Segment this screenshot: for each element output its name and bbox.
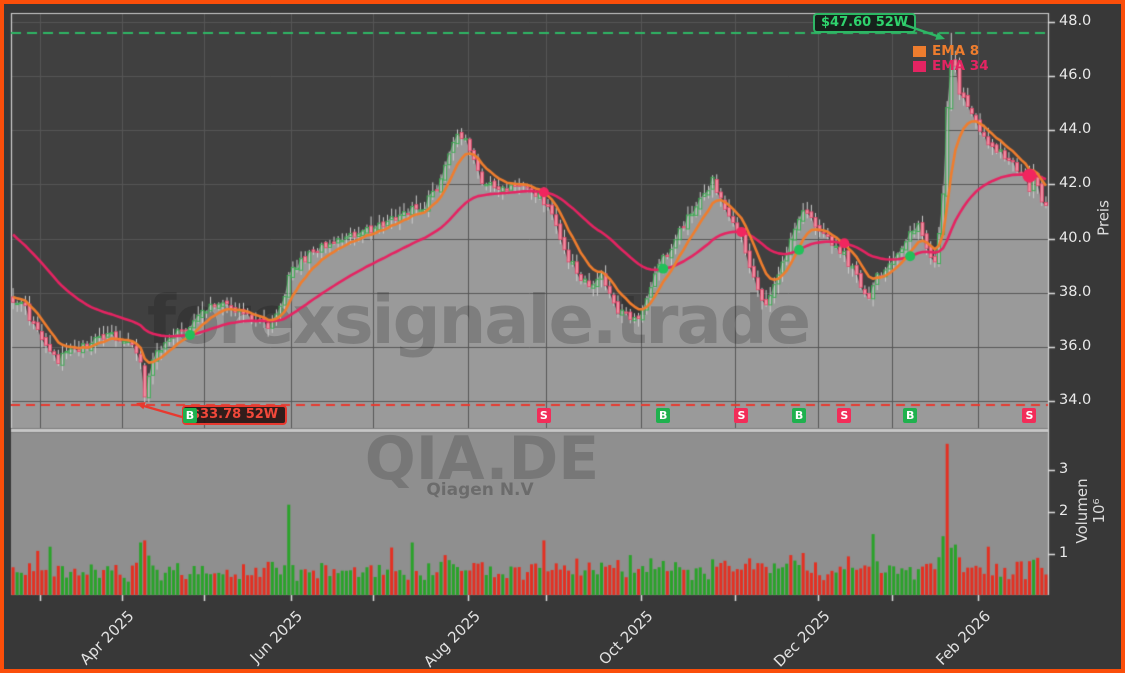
- chart-top-canvas: [0, 0, 1125, 673]
- chart-window: forexsignale.trade QIA.DE Qiagen N.V EMA…: [0, 0, 1125, 673]
